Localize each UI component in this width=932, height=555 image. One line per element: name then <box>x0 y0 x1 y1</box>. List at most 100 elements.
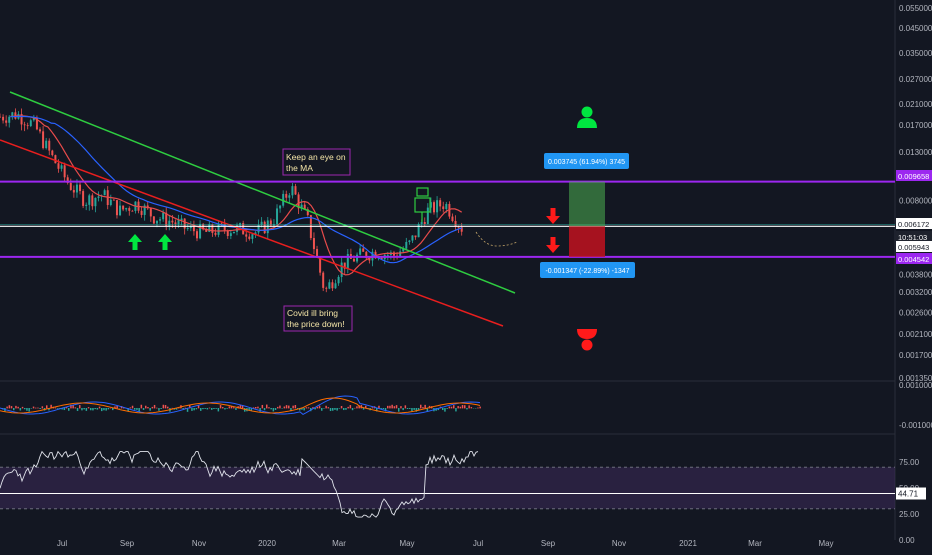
macd-histogram-bar <box>347 407 349 409</box>
macd-histogram-bar <box>288 406 290 409</box>
user-icon-red <box>577 329 597 339</box>
macd-histogram-bar <box>339 408 341 409</box>
red-trendline[interactable] <box>0 140 503 326</box>
green-trendline[interactable] <box>10 92 515 293</box>
annotation-text: Covid ill bring <box>287 308 338 318</box>
candle-body <box>341 263 343 277</box>
candle-body <box>294 186 296 194</box>
candle-body <box>150 208 152 216</box>
macd-histogram-bar <box>345 408 347 410</box>
candle-body <box>73 190 75 193</box>
macd-histogram-bar <box>9 405 11 408</box>
macd-histogram-bar <box>396 405 398 408</box>
macd-histogram-bar <box>405 405 407 408</box>
candle-body <box>0 117 1 118</box>
rsi-band <box>0 467 895 509</box>
candle-body <box>356 255 358 262</box>
candle-body <box>214 233 216 235</box>
macd-histogram-bar <box>99 407 101 409</box>
macd-histogram-bar <box>143 408 145 410</box>
macd-histogram-bar <box>257 407 259 409</box>
candle-body <box>131 211 133 212</box>
macd-histogram-bar <box>460 407 462 409</box>
macd-histogram-bar <box>182 408 184 409</box>
candle-body <box>51 151 53 156</box>
candle-body <box>331 282 333 288</box>
price-axis-tag-label: 0.009658 <box>898 172 929 181</box>
macd-histogram-bar <box>398 408 400 412</box>
candle-body <box>273 225 275 226</box>
macd-histogram-bar <box>138 408 140 411</box>
macd-histogram-bar <box>284 407 286 409</box>
candle-body <box>291 186 293 195</box>
profit-zone[interactable] <box>569 182 605 227</box>
macd-histogram-bar <box>266 405 268 409</box>
candle-body <box>285 194 287 198</box>
macd-histogram-bar <box>286 405 288 408</box>
macd-histogram-bar <box>400 406 402 408</box>
macd-histogram-bar <box>394 406 396 408</box>
loss-zone[interactable] <box>569 226 605 257</box>
macd-histogram-bar <box>13 408 15 410</box>
candle-body <box>245 234 247 236</box>
candle-body <box>230 233 232 236</box>
macd-histogram-bar <box>468 405 470 408</box>
candle-body <box>153 216 155 223</box>
time-tick-label: Nov <box>612 539 626 548</box>
macd-histogram-bar <box>83 408 85 409</box>
candle-body <box>187 228 189 229</box>
macd-histogram-bar <box>24 408 26 409</box>
macd-histogram-bar <box>101 408 103 411</box>
candle-body <box>30 120 32 126</box>
candle-body <box>411 235 413 240</box>
candle-body <box>264 222 266 233</box>
macd-histogram-bar <box>158 408 160 411</box>
macd-histogram-bar <box>226 408 228 409</box>
rsi-value-label: 44.71 <box>898 490 919 499</box>
candle-body <box>322 273 324 288</box>
profit-label: 0.003745 (61.94%) 3745 <box>548 159 625 166</box>
price-tick-label: 0.003800 <box>899 271 932 280</box>
price-tick-label: 0.021000 <box>899 100 932 109</box>
candle-body <box>288 195 290 197</box>
macd-histogram-bar <box>411 408 413 411</box>
macd-histogram-bar <box>130 407 132 408</box>
macd-histogram-bar <box>154 405 156 408</box>
candle-body <box>5 120 7 122</box>
candle-body <box>39 129 41 131</box>
macd-histogram-bar <box>262 405 264 408</box>
candle-body <box>122 206 124 210</box>
candle-body <box>156 221 158 224</box>
macd-histogram-bar <box>319 406 321 409</box>
price-tick-label: 0.055000 <box>899 4 932 13</box>
macd-histogram-bar <box>323 408 325 409</box>
candle-body <box>248 237 250 239</box>
price-tick-label: 0.001700 <box>899 351 932 360</box>
macd-histogram-bar <box>350 405 352 408</box>
candle-body <box>325 288 327 289</box>
candle-body <box>313 238 315 249</box>
annotation-text: Keep an eye on <box>286 152 346 162</box>
down-arrow-icon <box>546 208 560 224</box>
candle-body <box>171 221 173 223</box>
candle-body <box>433 202 435 212</box>
candle-body <box>27 125 29 126</box>
macd-histogram-bar <box>200 408 202 411</box>
candle-body <box>338 277 340 283</box>
macd-histogram-bar <box>147 407 149 408</box>
candle-body <box>427 208 429 225</box>
macd-histogram-bar <box>31 408 32 409</box>
macd-histogram-bar <box>462 405 464 408</box>
macd-histogram-bar <box>449 407 451 409</box>
macd-histogram-bar <box>295 405 297 408</box>
candle-body <box>276 208 278 224</box>
macd-histogram-bar <box>160 408 162 409</box>
macd-histogram-bar <box>277 407 279 409</box>
macd-histogram-bar <box>332 408 334 411</box>
macd-histogram-bar <box>413 408 415 410</box>
time-tick-label: Jul <box>473 539 483 548</box>
macd-tick-label: -0.001000 <box>899 421 932 430</box>
macd-histogram-bar <box>446 408 448 409</box>
